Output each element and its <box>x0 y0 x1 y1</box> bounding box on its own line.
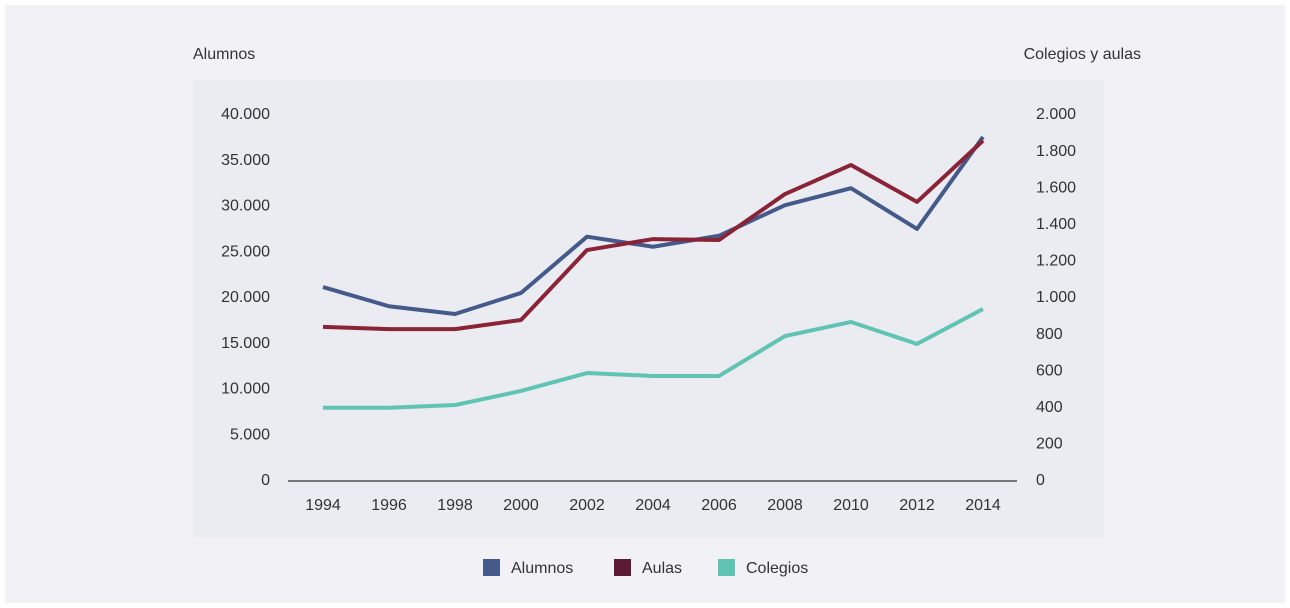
y2-tick-label: 800 <box>1036 326 1063 343</box>
x-tick-label: 1998 <box>437 497 473 514</box>
x-tick-label: 1994 <box>305 497 341 514</box>
plot-area <box>193 80 1104 537</box>
y2-tick-label: 400 <box>1036 399 1063 416</box>
x-tick-label: 2012 <box>899 497 935 514</box>
x-tick-label: 2002 <box>569 497 605 514</box>
y2-tick-label: 200 <box>1036 436 1063 453</box>
series-line <box>322 139 985 332</box>
y2-axis-title: Colegios y aulas <box>1024 46 1141 63</box>
x-tick-label: 2004 <box>635 497 671 514</box>
y2-tick-label: 1.200 <box>1036 253 1076 270</box>
x-tick-label: 2008 <box>767 497 803 514</box>
y-tick-label: 10.000 <box>221 381 270 398</box>
legend-label: Colegios <box>746 560 808 577</box>
y2-tick-label: 1.400 <box>1036 216 1076 233</box>
y-axis-title: Alumnos <box>193 46 255 63</box>
series-line <box>322 135 985 317</box>
legend-label: Alumnos <box>511 560 573 577</box>
y2-tick-label: 0 <box>1036 472 1045 489</box>
y-tick-label: 20.000 <box>221 289 270 306</box>
legend-swatch <box>483 559 500 576</box>
y-tick-label: 0 <box>261 472 270 489</box>
legend-swatch <box>718 559 735 576</box>
y2-tick-label: 1.000 <box>1036 289 1076 306</box>
x-tick-label: 2006 <box>701 497 737 514</box>
y2-tick-label: 600 <box>1036 362 1063 379</box>
y-tick-label: 25.000 <box>221 243 270 260</box>
legend-label: Aulas <box>642 560 682 577</box>
x-tick-label: 2000 <box>503 497 539 514</box>
y-tick-label: 15.000 <box>221 335 270 352</box>
y-tick-label: 35.000 <box>221 152 270 169</box>
legend-swatch <box>614 559 631 576</box>
y-tick-label: 30.000 <box>221 198 270 215</box>
y-tick-label: 5.000 <box>230 426 270 443</box>
x-tick-label: 2014 <box>965 497 1001 514</box>
series-line <box>323 307 984 410</box>
y-tick-label: 40.000 <box>221 106 270 123</box>
y2-tick-label: 1.800 <box>1036 143 1076 160</box>
x-tick-label: 1996 <box>371 497 407 514</box>
x-tick-label: 2010 <box>833 497 869 514</box>
y2-tick-label: 1.600 <box>1036 179 1076 196</box>
y2-tick-label: 2.000 <box>1036 106 1076 123</box>
